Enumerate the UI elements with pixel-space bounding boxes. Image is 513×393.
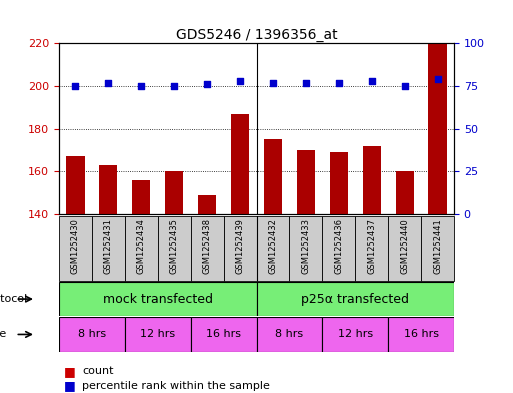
Bar	[388, 216, 421, 281]
Bar	[132, 180, 150, 214]
Point	[433, 76, 442, 82]
Text: GSM1252434: GSM1252434	[137, 218, 146, 274]
Bar	[363, 146, 381, 214]
Bar	[289, 216, 322, 281]
Bar	[125, 216, 158, 281]
Point	[334, 79, 343, 86]
Bar	[355, 216, 388, 281]
Text: GSM1252430: GSM1252430	[71, 218, 80, 274]
Point	[104, 79, 112, 86]
Bar	[231, 114, 249, 214]
Point	[368, 78, 376, 84]
Text: ■: ■	[64, 379, 76, 393]
Bar	[322, 317, 388, 352]
Text: GSM1252440: GSM1252440	[400, 218, 409, 274]
Point	[302, 79, 310, 86]
Text: 16 hrs: 16 hrs	[206, 329, 241, 340]
Text: GSM1252436: GSM1252436	[334, 218, 343, 274]
Point	[170, 83, 179, 89]
Text: GSM1252433: GSM1252433	[301, 218, 310, 274]
Point	[401, 83, 409, 89]
Text: mock transfected: mock transfected	[103, 292, 213, 306]
Bar	[256, 282, 454, 316]
Text: count: count	[82, 366, 113, 376]
Text: GSM1252441: GSM1252441	[433, 218, 442, 274]
Text: p25α transfected: p25α transfected	[301, 292, 409, 306]
Bar	[421, 216, 454, 281]
Text: percentile rank within the sample: percentile rank within the sample	[82, 381, 270, 391]
Bar	[256, 317, 322, 352]
Bar	[191, 317, 256, 352]
Text: time: time	[0, 329, 7, 340]
Bar	[59, 282, 256, 316]
Bar	[256, 216, 289, 281]
Text: 16 hrs: 16 hrs	[404, 329, 439, 340]
Point	[137, 83, 145, 89]
Text: 12 hrs: 12 hrs	[338, 329, 373, 340]
Bar	[322, 216, 355, 281]
Bar	[396, 171, 413, 214]
Bar	[297, 150, 315, 214]
Bar	[388, 317, 454, 352]
Bar	[59, 216, 92, 281]
Text: GSM1252437: GSM1252437	[367, 218, 376, 274]
Point	[236, 78, 244, 84]
Bar	[198, 195, 216, 214]
Bar	[125, 317, 191, 352]
Title: GDS5246 / 1396356_at: GDS5246 / 1396356_at	[175, 28, 338, 42]
Bar	[92, 216, 125, 281]
Bar	[100, 165, 117, 214]
Point	[71, 83, 80, 89]
Point	[269, 79, 277, 86]
Bar	[330, 152, 348, 214]
Text: 12 hrs: 12 hrs	[140, 329, 175, 340]
Text: GSM1252432: GSM1252432	[268, 218, 278, 274]
Bar	[224, 216, 256, 281]
Text: GSM1252431: GSM1252431	[104, 218, 113, 274]
Text: 8 hrs: 8 hrs	[78, 329, 106, 340]
Bar	[165, 171, 183, 214]
Point	[203, 81, 211, 87]
Bar	[158, 216, 191, 281]
Text: GSM1252439: GSM1252439	[235, 218, 245, 274]
Text: ■: ■	[64, 365, 76, 378]
Bar	[191, 216, 224, 281]
Bar	[428, 43, 447, 214]
Bar	[59, 317, 125, 352]
Text: protocol: protocol	[0, 294, 27, 304]
Text: GSM1252438: GSM1252438	[203, 218, 212, 274]
Bar	[66, 156, 85, 214]
Text: 8 hrs: 8 hrs	[275, 329, 304, 340]
Bar	[264, 140, 282, 214]
Text: GSM1252435: GSM1252435	[170, 218, 179, 274]
